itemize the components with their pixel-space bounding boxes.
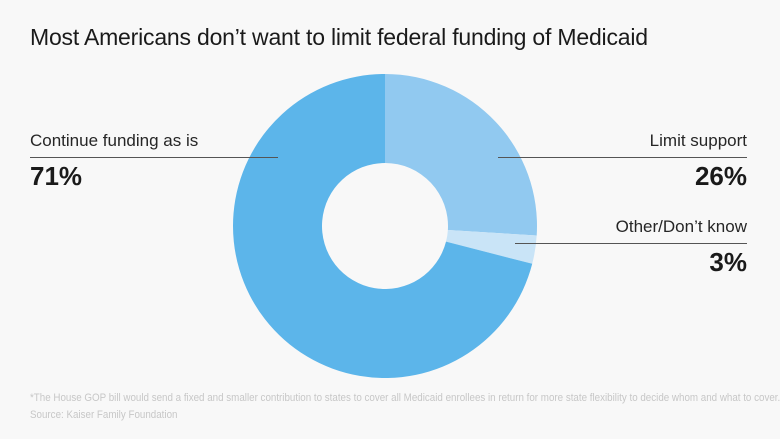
- callout-continue-label: Continue funding as is: [30, 130, 278, 158]
- callout-other-value: 3%: [709, 247, 747, 277]
- donut-slice-1: [446, 229, 537, 264]
- callout-limit-support: Limit support 26%: [498, 130, 747, 190]
- callout-other-label: Other/Don’t know: [515, 216, 747, 244]
- source-text: Source: Kaiser Family Foundation: [30, 409, 178, 421]
- donut-slice-0: [385, 74, 537, 236]
- callout-other-dont-know: Other/Don’t know 3%: [515, 216, 747, 276]
- callout-continue-value: 71%: [30, 161, 83, 191]
- footnote-text: *The House GOP bill would send a fixed a…: [30, 392, 780, 404]
- callout-limit-label: Limit support: [498, 130, 747, 158]
- callout-continue-funding: Continue funding as is 71%: [30, 130, 278, 190]
- donut-slice-2: [233, 74, 533, 378]
- callout-limit-value: 26%: [694, 161, 747, 191]
- page-title: Most Americans don’t want to limit feder…: [30, 24, 648, 50]
- chart-footer: *The House GOP bill would send a fixed a…: [30, 390, 780, 424]
